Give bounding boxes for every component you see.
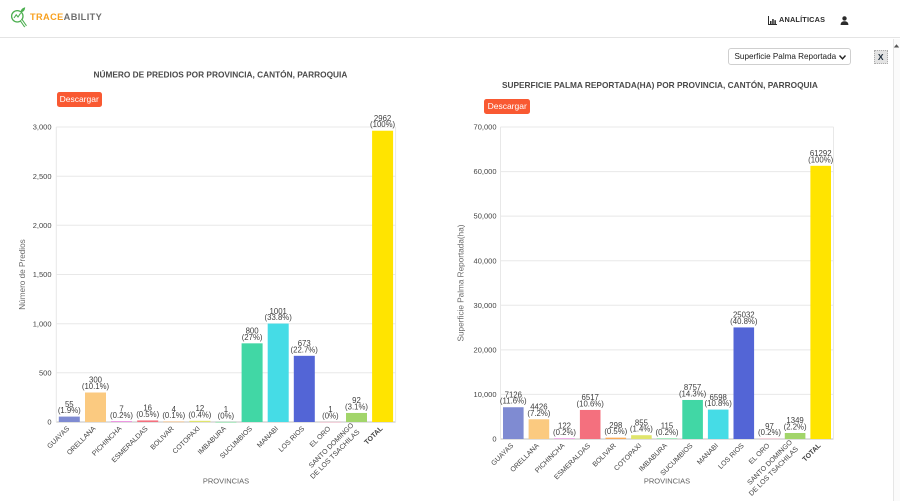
svg-text:MANABI: MANABI [256, 425, 280, 449]
svg-text:300: 300 [89, 376, 103, 385]
svg-text:(0.2%): (0.2%) [110, 411, 133, 420]
svg-text:PROVINCIAS: PROVINCIAS [644, 477, 690, 486]
svg-text:70,000: 70,000 [474, 123, 497, 132]
svg-text:500: 500 [39, 368, 52, 377]
svg-text:6517: 6517 [582, 393, 599, 402]
svg-text:BOLIVAR: BOLIVAR [150, 425, 176, 451]
svg-text:Número de Predios: Número de Predios [18, 239, 27, 310]
svg-text:LOS RIOS: LOS RIOS [717, 442, 746, 471]
svg-text:SUPERFICIE PALMA REPORTADA(HA): SUPERFICIE PALMA REPORTADA(HA) POR PROVI… [502, 79, 818, 90]
svg-text:(0.5%): (0.5%) [136, 410, 159, 419]
svg-text:(10.8%): (10.8%) [705, 399, 733, 408]
svg-text:115: 115 [661, 422, 674, 431]
svg-text:4: 4 [172, 405, 177, 414]
svg-text:(33.8%): (33.8%) [265, 313, 293, 322]
svg-text:8757: 8757 [684, 383, 701, 392]
svg-text:20,000: 20,000 [474, 346, 497, 355]
svg-text:50,000: 50,000 [474, 212, 497, 221]
svg-text:61292: 61292 [810, 149, 832, 158]
svg-text:(10.6%): (10.6%) [577, 400, 605, 409]
svg-text:10,000: 10,000 [474, 390, 497, 399]
svg-text:1001: 1001 [270, 307, 287, 316]
svg-text:122: 122 [558, 422, 571, 431]
svg-text:(1.4%): (1.4%) [630, 425, 653, 434]
svg-text:(2.2%): (2.2%) [784, 423, 807, 432]
svg-text:LOS RIOS: LOS RIOS [278, 425, 307, 454]
svg-text:6598: 6598 [710, 393, 727, 402]
svg-text:(7.2%): (7.2%) [527, 409, 550, 418]
svg-text:(0.2%): (0.2%) [758, 428, 781, 437]
svg-text:(0.5%): (0.5%) [604, 427, 627, 436]
svg-text:NÚMERO DE PREDIOS POR PROVINCI: NÚMERO DE PREDIOS POR PROVINCIA, CANTÓN,… [93, 69, 347, 80]
svg-text:800: 800 [246, 327, 260, 336]
svg-text:7126: 7126 [505, 390, 522, 399]
svg-text:BOLIVAR: BOLIVAR [592, 442, 618, 468]
svg-text:(0.1%): (0.1%) [162, 411, 185, 420]
svg-text:(0.2%): (0.2%) [656, 428, 679, 437]
svg-text:1: 1 [328, 405, 332, 414]
svg-text:(27%): (27%) [242, 333, 263, 342]
svg-text:298: 298 [609, 421, 622, 430]
svg-text:12: 12 [196, 404, 205, 413]
svg-text:30,000: 30,000 [474, 301, 497, 310]
svg-text:(1.9%): (1.9%) [58, 406, 81, 415]
svg-text:(0.2%): (0.2%) [553, 428, 576, 437]
svg-text:673: 673 [298, 339, 311, 348]
svg-text:1,500: 1,500 [33, 270, 52, 279]
svg-text:(10.1%): (10.1%) [82, 382, 110, 391]
svg-text:(11.6%): (11.6%) [500, 397, 527, 406]
svg-text:(100%): (100%) [808, 155, 834, 164]
svg-text:(22.7%): (22.7%) [291, 345, 319, 354]
svg-text:(40.8%): (40.8%) [730, 317, 758, 326]
svg-text:7: 7 [119, 405, 123, 414]
svg-text:(0%): (0%) [322, 411, 339, 420]
svg-text:25032: 25032 [733, 311, 755, 320]
svg-text:40,000: 40,000 [474, 256, 497, 265]
svg-text:2,000: 2,000 [33, 221, 52, 230]
svg-text:1,000: 1,000 [33, 319, 52, 328]
svg-text:855: 855 [635, 418, 649, 427]
svg-text:1349: 1349 [786, 416, 803, 425]
svg-text:60,000: 60,000 [474, 167, 497, 176]
svg-text:TOTAL: TOTAL [802, 442, 824, 464]
svg-text:(100%): (100%) [370, 120, 396, 129]
svg-text:0: 0 [492, 435, 496, 444]
svg-text:2962: 2962 [374, 114, 391, 123]
svg-text:2,500: 2,500 [33, 172, 52, 181]
svg-text:MANABI: MANABI [696, 442, 720, 466]
svg-text:1: 1 [224, 405, 228, 414]
svg-text:3,000: 3,000 [33, 123, 52, 132]
svg-text:Superficie Palma Reportada(ha): Superficie Palma Reportada(ha) [457, 224, 466, 341]
svg-text:GUAYAS: GUAYAS [46, 425, 71, 450]
svg-text:TOTAL: TOTAL [364, 425, 386, 447]
svg-text:55: 55 [65, 400, 74, 409]
svg-text:16: 16 [143, 404, 152, 413]
svg-text:(3.1%): (3.1%) [345, 403, 368, 412]
svg-text:0: 0 [47, 418, 51, 427]
svg-text:GUAYAS: GUAYAS [490, 442, 515, 467]
svg-text:4426: 4426 [530, 403, 547, 412]
svg-text:(0.4%): (0.4%) [188, 410, 211, 419]
svg-text:(0%): (0%) [218, 411, 235, 420]
svg-text:PROVINCIAS: PROVINCIAS [203, 477, 249, 486]
svg-text:97: 97 [765, 422, 774, 431]
svg-text:92: 92 [352, 396, 361, 405]
svg-text:(14.3%): (14.3%) [679, 390, 707, 399]
